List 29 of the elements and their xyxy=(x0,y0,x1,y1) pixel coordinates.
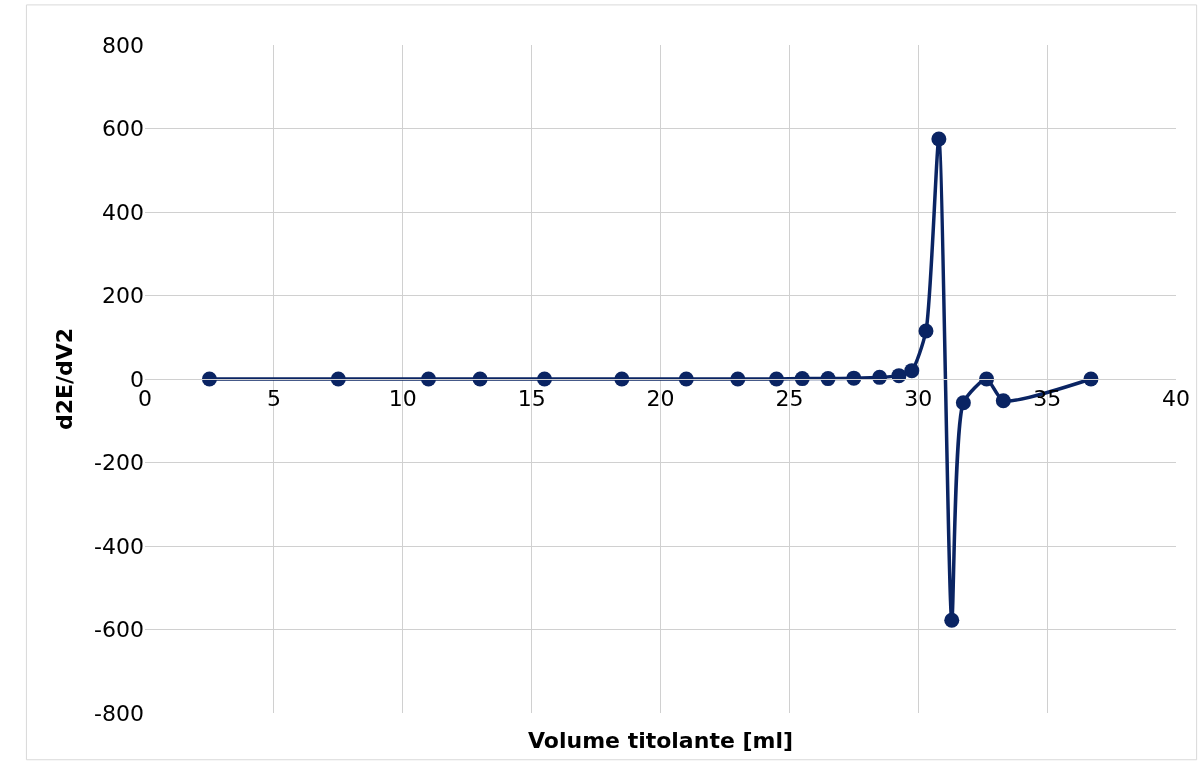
point xyxy=(944,612,960,628)
point xyxy=(955,395,971,411)
point xyxy=(537,371,553,387)
y-tick-label: -400 xyxy=(94,533,144,559)
x-axis-title: Volume titolante [ml] xyxy=(528,728,794,753)
point xyxy=(904,363,920,379)
x-tick-label: 40 xyxy=(1162,386,1190,412)
x-tick-label: 30 xyxy=(904,386,933,412)
y-axis-title: d2E/dV2 xyxy=(51,327,77,431)
point xyxy=(872,369,888,385)
x-tick-label: 15 xyxy=(517,386,546,412)
point xyxy=(846,370,862,386)
point xyxy=(421,371,437,387)
point xyxy=(931,131,947,147)
y-tick-label: -600 xyxy=(94,617,144,643)
y-tick-label: 200 xyxy=(102,283,144,309)
x-tick-label: 5 xyxy=(266,386,281,412)
y-tick-label: 800 xyxy=(102,32,144,58)
x-tick-label: 25 xyxy=(775,386,804,412)
x-tick-label: 35 xyxy=(1033,386,1062,412)
x-tick-label: 20 xyxy=(646,386,675,412)
point xyxy=(995,393,1011,409)
y-tick-label: 400 xyxy=(102,199,144,225)
y-tick-label: -200 xyxy=(94,450,144,476)
point xyxy=(918,323,934,339)
y-tick-label: -800 xyxy=(94,700,144,726)
point xyxy=(794,371,810,387)
x-tick-label: 10 xyxy=(388,386,417,412)
y-tick-label: 600 xyxy=(102,116,144,142)
